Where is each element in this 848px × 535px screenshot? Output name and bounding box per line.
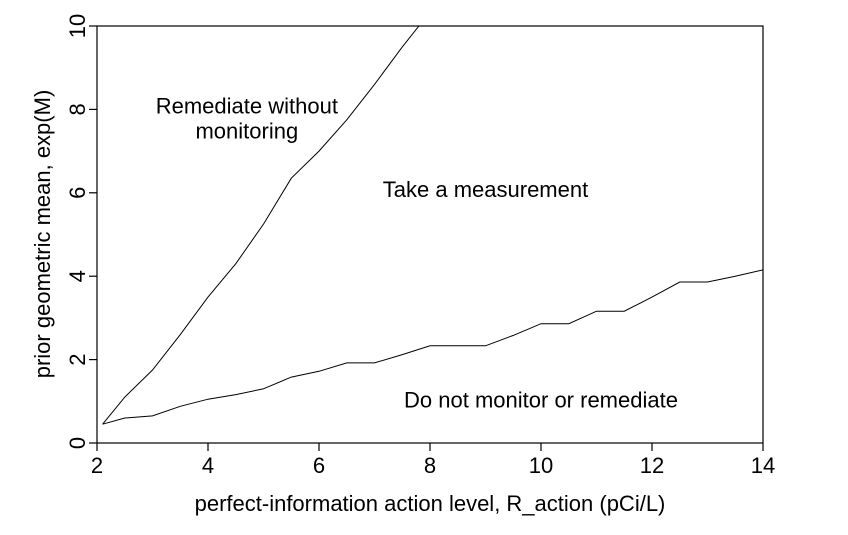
series-line-2 [102, 269, 763, 425]
y-tick-label: 6 [65, 187, 90, 199]
x-tick-label: 12 [640, 453, 664, 478]
x-tick-label: 6 [313, 453, 325, 478]
plot-frame [96, 25, 764, 444]
x-tick-label: 4 [202, 453, 214, 478]
region-label: Remediate without [156, 94, 338, 119]
region-label: Do not monitor or remediate [404, 388, 678, 413]
y-tick-label: 10 [65, 14, 90, 38]
x-axis-title: perfect-information action level, R_acti… [195, 491, 666, 516]
series-group [102, 26, 763, 425]
y-axis-title: prior geometric mean, exp(M) [30, 90, 55, 379]
x-tick-label: 14 [751, 453, 775, 478]
x-axis: 2 4 6 8 10 12 14 [91, 443, 775, 478]
y-tick-label: 4 [65, 270, 90, 282]
y-tick-label: 2 [65, 353, 90, 365]
y-tick-label: 0 [65, 437, 90, 449]
y-axis: 0 2 4 6 8 10 [65, 14, 97, 449]
x-tick-label: 8 [424, 453, 436, 478]
region-label: monitoring [195, 119, 298, 144]
x-tick-label: 2 [91, 453, 103, 478]
y-tick-label: 8 [65, 103, 90, 115]
x-tick-label: 10 [529, 453, 553, 478]
series-line-1 [102, 26, 420, 425]
region-label: Take a measurement [383, 177, 588, 202]
